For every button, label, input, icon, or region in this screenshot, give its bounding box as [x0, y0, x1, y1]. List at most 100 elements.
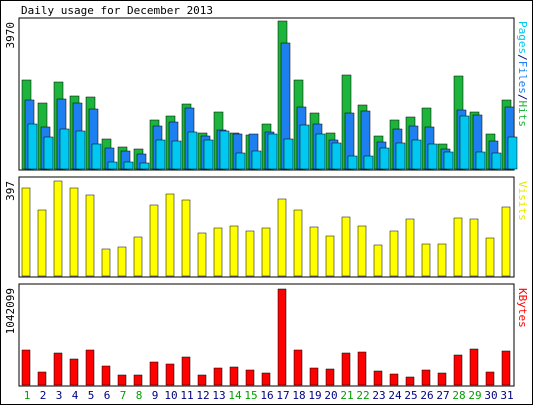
- visits-bar: [325, 235, 335, 277]
- pages-bar: [379, 147, 390, 170]
- day-axis: 1 2 3 4 5 6 7 8 9 10 11 12 13 14 15 16 17 18 19 20 21 22 23 24 2…: [24, 389, 514, 402]
- day-label: 12: [196, 389, 209, 402]
- kbytes-bar: [21, 349, 31, 386]
- pages-bar: [315, 133, 326, 170]
- pages-bar: [171, 140, 182, 170]
- visits-bar: [405, 218, 415, 277]
- pages-bar: [507, 136, 518, 170]
- kbytes-bar: [309, 367, 319, 386]
- kbytes-bar: [501, 350, 511, 386]
- kbytes-bar: [357, 351, 367, 386]
- visits-bar: [261, 227, 271, 277]
- visits-bar: [277, 198, 287, 277]
- day-label: 13: [212, 389, 225, 402]
- day-label: 9: [152, 389, 159, 402]
- day-label: 22: [356, 389, 369, 402]
- day-label: 31: [500, 389, 513, 402]
- visits-bar: [85, 194, 95, 277]
- visits-bar: [469, 218, 479, 277]
- day-label: 7: [120, 389, 127, 402]
- hits-panel-legend: Pages/Files/Hits: [516, 21, 529, 127]
- day-label: 4: [72, 389, 79, 402]
- hits-panel-max-label: 3970: [4, 22, 17, 49]
- visits-bar: [389, 230, 399, 277]
- kbytes-bar: [389, 373, 399, 386]
- day-label: 6: [104, 389, 111, 402]
- day-label: 14: [228, 389, 242, 402]
- pages-bar: [75, 130, 86, 170]
- pages-bar: [395, 142, 406, 170]
- day-label: 30: [484, 389, 497, 402]
- kbytes-bar: [213, 367, 223, 386]
- day-label: 23: [372, 389, 385, 402]
- kbytes-bar: [261, 372, 271, 386]
- kbytes-bar: [197, 374, 207, 386]
- kbytes-bar: [37, 371, 47, 386]
- legend-pages: Pages: [516, 21, 529, 54]
- kbytes-bar: [341, 352, 351, 386]
- visits-bar: [181, 199, 191, 277]
- pages-bar: [203, 139, 214, 170]
- kbytes-bar: [453, 354, 463, 386]
- kbytes-bar: [229, 366, 239, 386]
- day-label: 5: [88, 389, 95, 402]
- day-label: 17: [276, 389, 289, 402]
- pages-bar: [251, 150, 262, 170]
- day-label: 15: [244, 389, 257, 402]
- legend-separator: /: [516, 94, 529, 101]
- pages-bar: [43, 136, 54, 170]
- day-label: 25: [404, 389, 417, 402]
- day-label: 10: [164, 389, 177, 402]
- pages-bar: [331, 142, 342, 170]
- visits-panel-max-label: 397: [4, 181, 17, 201]
- visits-bar: [149, 204, 159, 277]
- kbytes-panel-frame: [18, 283, 515, 387]
- pages-bar: [107, 161, 118, 170]
- kbytes-bar: [277, 288, 287, 386]
- kbytes-bar: [149, 361, 159, 386]
- kbytes-bar: [485, 371, 495, 386]
- day-label: 8: [136, 389, 143, 402]
- pages-bar: [267, 133, 278, 170]
- visits-bar: [309, 226, 319, 277]
- visits-bar: [69, 187, 79, 277]
- pages-bar: [491, 152, 502, 170]
- pages-bar: [363, 155, 374, 170]
- day-label: 27: [436, 389, 449, 402]
- visits-bar: [421, 243, 431, 277]
- visits-bar: [357, 225, 367, 277]
- visits-bar: [437, 243, 447, 277]
- visits-bar: [373, 244, 383, 277]
- pages-bar: [283, 138, 294, 170]
- day-label: 29: [468, 389, 481, 402]
- visits-bar: [293, 209, 303, 277]
- kbytes-bar: [101, 365, 111, 386]
- pages-bar: [427, 143, 438, 170]
- day-label: 11: [180, 389, 193, 402]
- visits-panel-legend: Visits: [516, 181, 529, 221]
- visits-bar: [53, 180, 63, 277]
- pages-bar: [299, 124, 310, 170]
- kbytes-bar: [165, 363, 175, 386]
- legend-files: Files: [516, 61, 529, 94]
- bars-layer: [21, 20, 518, 386]
- day-label: 19: [308, 389, 321, 402]
- legend-separator: /: [516, 54, 529, 61]
- pages-bar: [59, 128, 70, 170]
- day-label: 1: [24, 389, 31, 402]
- kbytes-bar: [117, 374, 127, 386]
- pages-bar: [443, 151, 454, 170]
- chart-title: Daily usage for December 2013: [21, 4, 213, 17]
- kbytes-bar: [85, 349, 95, 386]
- visits-bar: [453, 217, 463, 277]
- visits-bar: [37, 209, 47, 277]
- visits-bar: [133, 236, 143, 277]
- visits-bar: [213, 227, 223, 277]
- visits-bar: [341, 216, 351, 277]
- legend-kbytes: KBytes: [516, 288, 529, 328]
- kbytes-bar: [133, 374, 143, 386]
- kbytes-bar: [69, 358, 79, 386]
- day-label: 2: [40, 389, 47, 402]
